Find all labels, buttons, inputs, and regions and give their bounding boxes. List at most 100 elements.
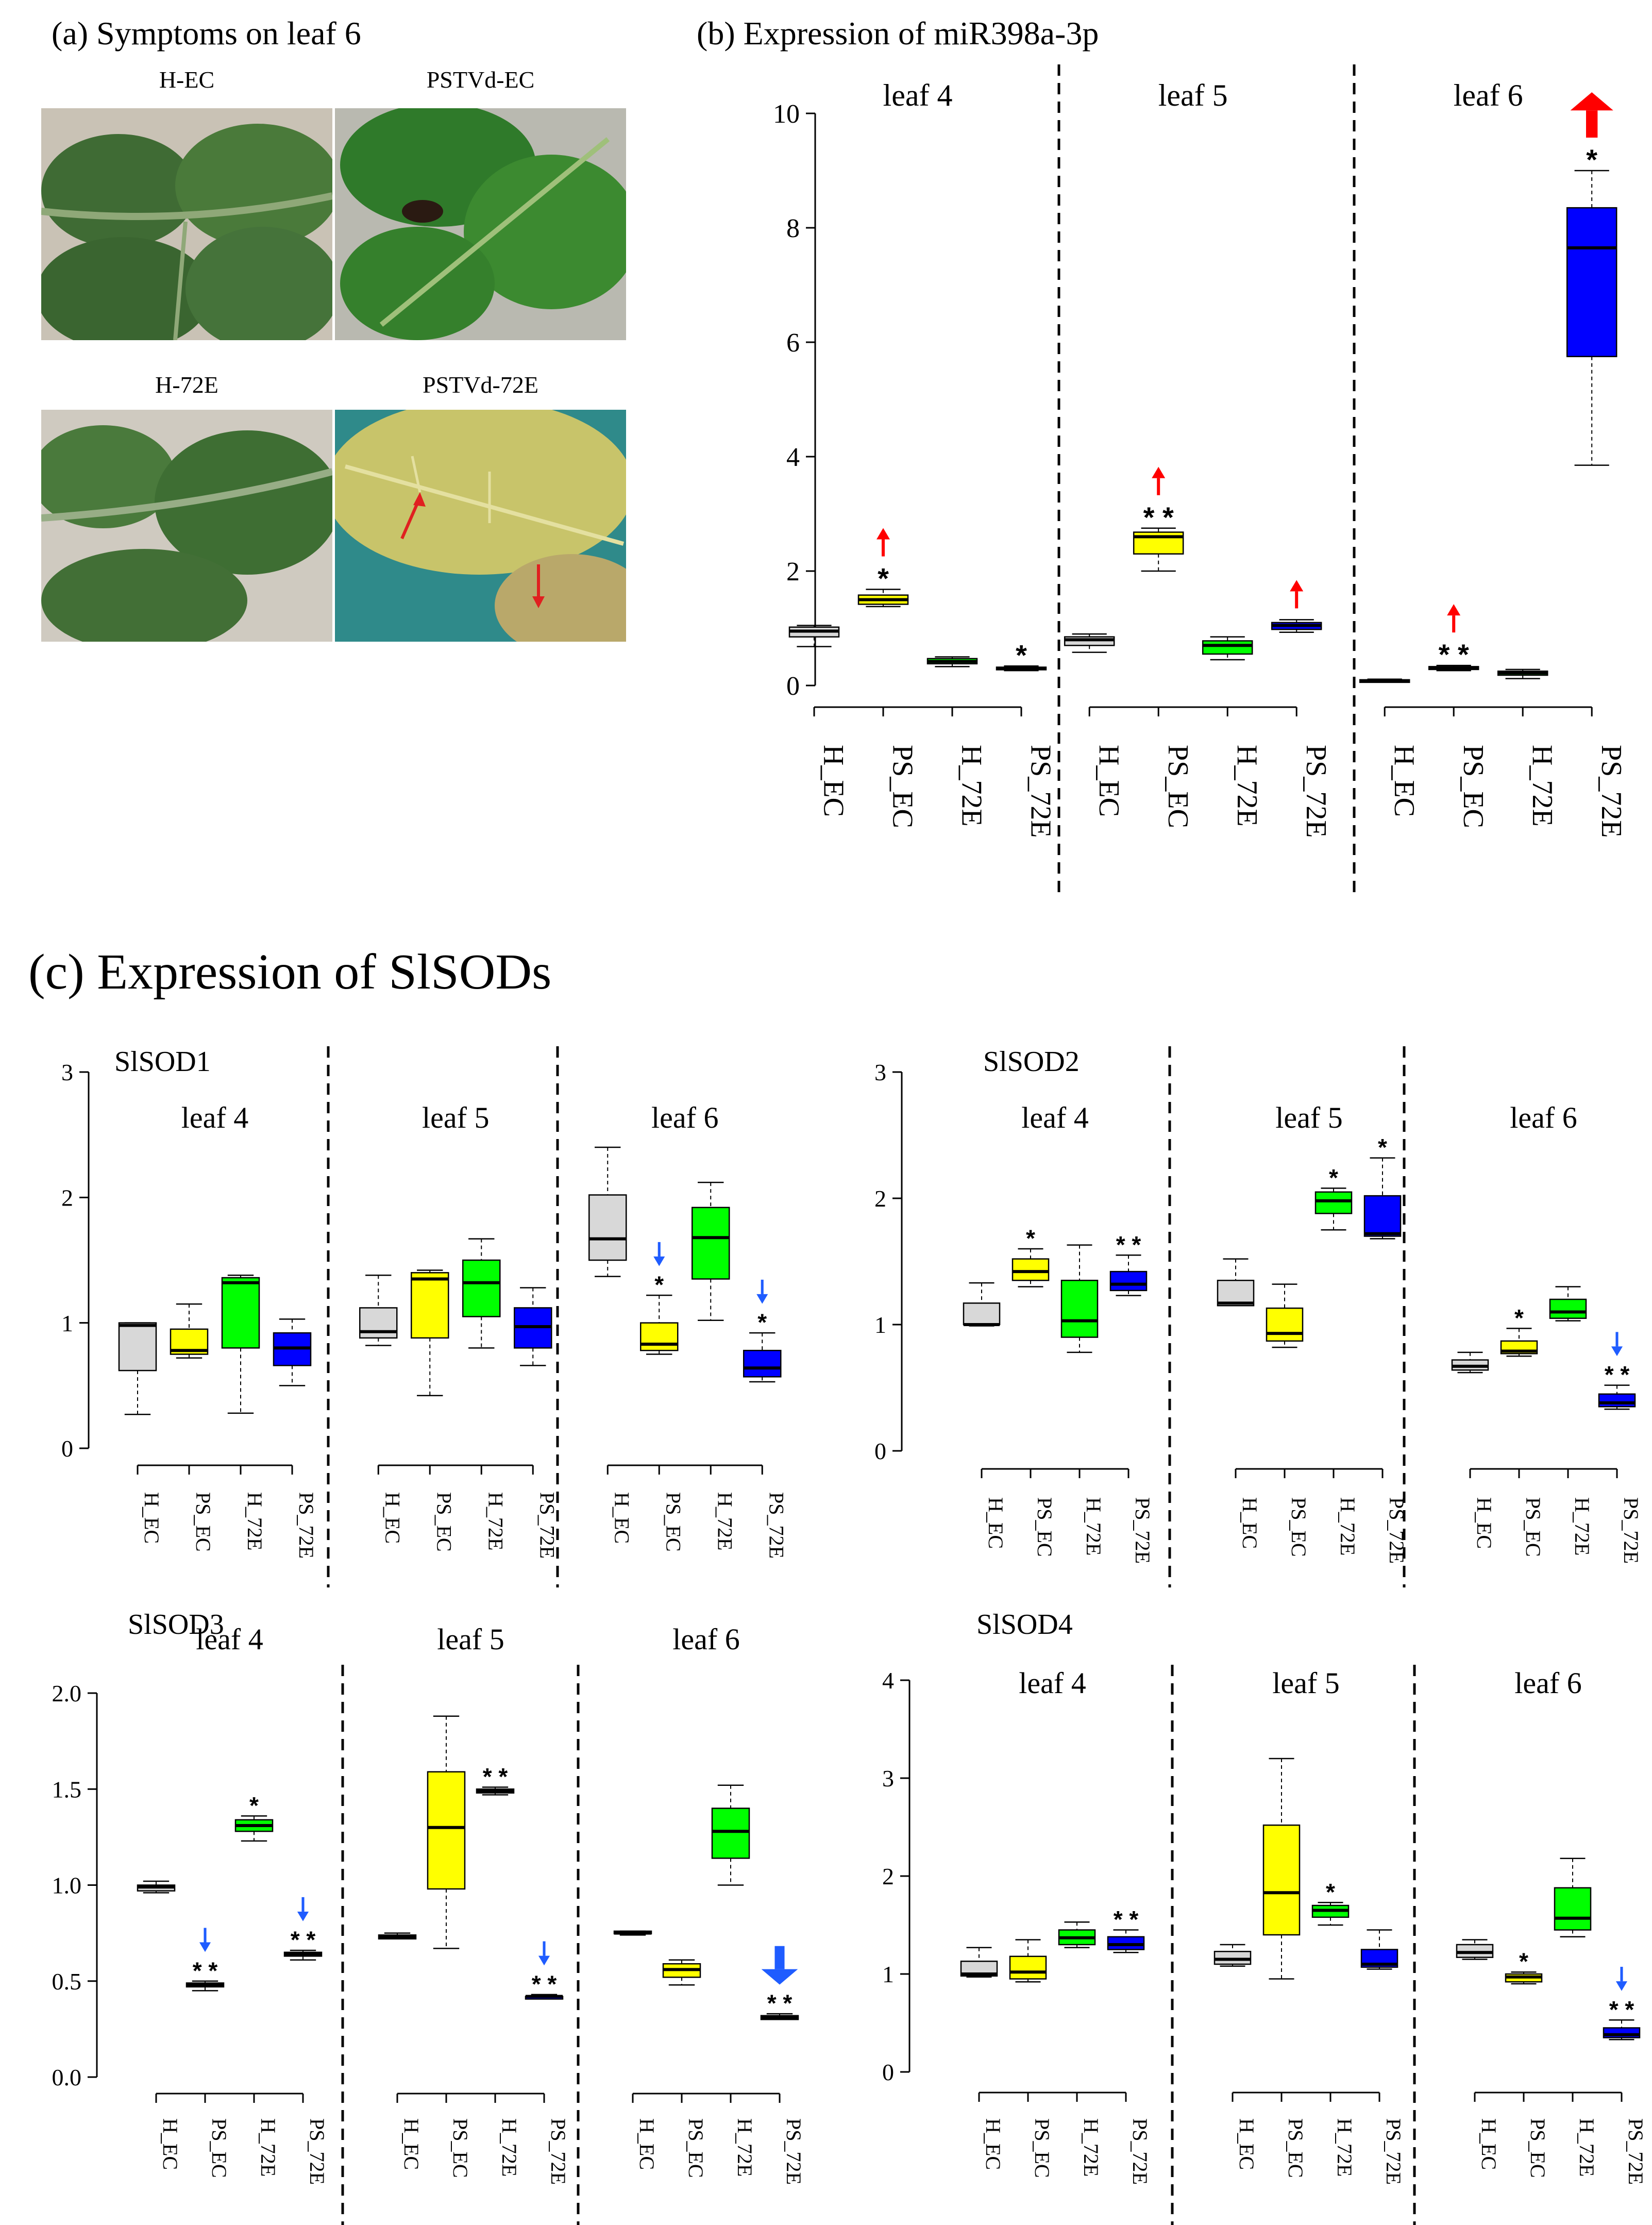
x-category-label: H_EC (159, 2118, 182, 2170)
down-arrow-icon (1611, 1346, 1623, 1357)
x-category-label: H_72E (1082, 1497, 1105, 1555)
x-category-label: PS_72E (306, 2118, 329, 2185)
down-arrow-icon (1615, 1981, 1628, 1991)
x-category-label: PS_72E (1620, 1497, 1643, 1564)
significance-mark: * (1514, 1304, 1524, 1331)
box-ps-72e: PS_72E (273, 1318, 318, 1559)
x-category-label: H_72E (243, 1492, 266, 1550)
x-category-label: H_72E (1333, 2118, 1356, 2177)
x-category-label: PS_72E (1128, 2118, 1152, 2185)
box-ps-ec: PS_EC * (1012, 1225, 1056, 1557)
x-category-label: H_72E (1336, 1497, 1359, 1555)
x-category-label: PS_EC (208, 2118, 231, 2178)
leaf-group-label: leaf 6 (672, 1622, 739, 1656)
significance-mark: * * (1609, 1996, 1634, 2023)
iqr-box (1012, 1258, 1050, 1281)
box-ps-72e: PS_72E* (1363, 1134, 1408, 1564)
x-category-label: PS_EC (1287, 1497, 1310, 1557)
down-arrow-icon (653, 1256, 665, 1266)
box-h-ec: H_EC (788, 625, 850, 817)
box-h-ec: H_EC (359, 1274, 404, 1544)
leaf-photo-h-ec (41, 108, 332, 340)
leaf-group-label: leaf 5 (422, 1101, 489, 1134)
box-ps-ec: PS_EC (662, 1959, 707, 2178)
x-category-label: PS_72E (1624, 2118, 1647, 2185)
x-category-label: PS_72E (1300, 745, 1332, 838)
y-tick-label: 1.5 (52, 1776, 82, 1802)
significance-mark: * (249, 1792, 259, 1819)
chart-title: SlSOD1 (114, 1046, 211, 1078)
up-arrow-icon (1290, 580, 1304, 592)
y-tick-label: 0 (874, 1438, 886, 1464)
leaf-group-label: leaf 5 (1158, 78, 1228, 112)
iqr-box (1598, 1393, 1636, 1408)
iqr-box (1566, 207, 1617, 357)
y-tick-label: 2 (61, 1184, 73, 1211)
leaf-group-label: leaf 6 (651, 1101, 718, 1134)
box-ps-ec: PS_EC * * (1428, 604, 1489, 828)
boxplot-slsod1: 0 1 2 3 SlSOD1 leaf 4 H_EC PS_EC H_72E PS_72E leaf… (61, 1046, 788, 1587)
box-h-ec: H_EC (1217, 1258, 1261, 1549)
significance-mark: * * (1116, 1231, 1141, 1258)
x-category-label: PS_EC (887, 745, 919, 828)
leaf-group-label: leaf 5 (1272, 1666, 1339, 1700)
significance-mark: * * (1114, 1906, 1139, 1933)
down-arrow-icon (756, 1294, 768, 1304)
x-category-label: H_EC (610, 1492, 633, 1544)
photo-label-h-72e: H-72E (155, 372, 218, 398)
x-category-label: PS_72E (1131, 1497, 1154, 1564)
y-tick-label: 3 (61, 1059, 73, 1085)
box-h-ec: H_EC (1359, 678, 1420, 817)
box-ps-72e: PS_72E * * (1603, 1967, 1647, 2185)
x-category-label: H_EC (818, 745, 850, 817)
box-ps-ec: PS_EC (1266, 1283, 1310, 1557)
box-ps-ec: PS_EC (411, 1269, 456, 1552)
x-category-label: PS_72E (782, 2118, 805, 2185)
boxplot-slsod4: 0 1 2 3 4 SlSOD4 leaf 4 H_EC PS_EC H_72E PS_72E * *… (882, 1609, 1647, 2225)
x-category-label: H_72E (713, 1492, 736, 1550)
box-h-ec: H_EC (378, 1932, 423, 2170)
leaf-group-label: leaf 6 (1454, 78, 1523, 112)
box-h-ec: H_EC (118, 1322, 163, 1544)
significance-mark: * * (193, 1957, 218, 1984)
leaf-group-label: leaf 4 (1019, 1666, 1086, 1700)
leaf-group-label: leaf 6 (1510, 1101, 1577, 1134)
box-h-72e: H_72E (926, 656, 988, 827)
y-tick-label: 0 (882, 2059, 894, 2085)
x-category-label: H_72E (1231, 745, 1263, 827)
iqr-box (1314, 1191, 1353, 1214)
box-ps-ec: PS_EC (1262, 1758, 1307, 2178)
box-h-ec: H_EC (613, 1930, 659, 2170)
boxplot-mir398: 0 2 4 6 8 10 leaf 4 H_EC PS_EC * H_72E PS_72E * leaf … (773, 64, 1627, 899)
chart-title: SlSOD4 (976, 1609, 1073, 1641)
box-h-72e: H_72E (221, 1274, 266, 1550)
box-ps-72e: PS_72E* (1566, 92, 1627, 838)
significance-mark: * * (1605, 1361, 1630, 1388)
x-category-label: H_EC (1388, 745, 1420, 817)
iqr-box (221, 1277, 260, 1349)
box-h-ec: H_EC (137, 1880, 182, 2170)
iqr-box (359, 1307, 398, 1339)
x-category-label: H_EC (1093, 745, 1125, 817)
leaf-group-label: leaf 4 (1021, 1101, 1088, 1134)
box-ps-ec: PS_EC * * (186, 1928, 231, 2178)
box-h-72e: H_72E (1060, 1244, 1105, 1555)
x-category-label: H_EC (140, 1492, 163, 1544)
down-arrow-icon (297, 1911, 309, 1921)
x-category-label: PS_72E (535, 1492, 559, 1559)
box-h-ec: H_EC (960, 1947, 1005, 2170)
panel-b-title: (b) Expression of miR398a-3p (697, 15, 1099, 52)
box-ps-ec: PS_EC (1009, 1939, 1054, 2178)
leaf-group-label: leaf 5 (437, 1622, 504, 1656)
x-category-label: H_72E (484, 1492, 507, 1550)
x-category-label: PS_72E (1382, 2118, 1405, 2185)
iqr-box (963, 1302, 1001, 1326)
y-tick-label: 1 (61, 1310, 73, 1336)
significance-mark: * (1586, 143, 1597, 176)
y-tick-label: 2 (874, 1185, 886, 1212)
iqr-box (427, 1771, 466, 1890)
box-ps-72e: PS_72E (1271, 580, 1332, 838)
iqr-box (640, 1322, 679, 1351)
box-h-ec: H_EC (1451, 1351, 1496, 1549)
